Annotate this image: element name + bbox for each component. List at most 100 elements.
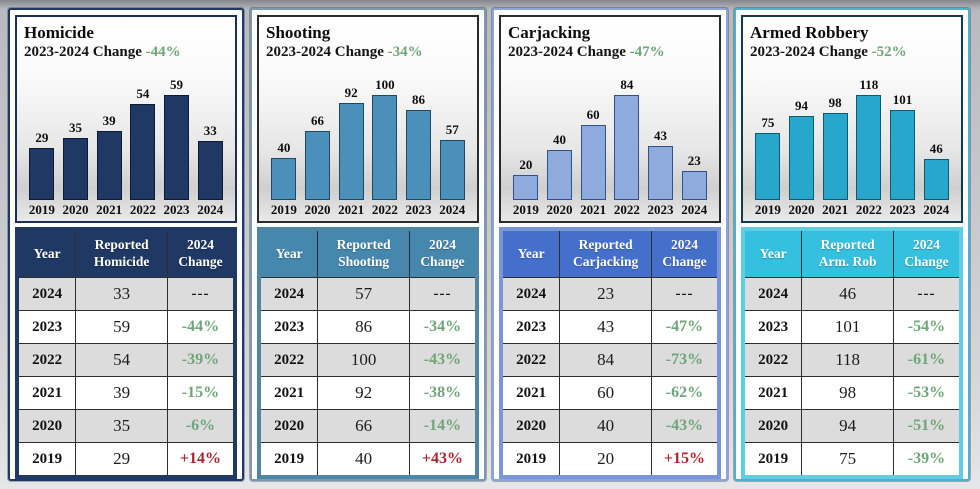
bar-value-label: 29: [35, 130, 49, 145]
armed-robbery-bar-chart: Armed Robbery 2023-2024 Change -52% 75 94…: [741, 15, 963, 223]
year-cell: 2021: [16, 376, 77, 410]
panel-shooting: Shooting 2023-2024 Change -34% 40 66 92 100…: [250, 8, 486, 481]
bar-column: 29: [25, 130, 59, 200]
change-cell: ---: [408, 277, 478, 311]
count-cell: 20: [559, 442, 652, 478]
bar-column: 57: [435, 122, 469, 200]
change-cell: +14%: [166, 442, 236, 478]
x-tick-label: 2021: [96, 202, 123, 217]
bars-area: 40 66 92 100 86 57: [266, 61, 470, 200]
table-header-row: Year Reported Shooting 2024 Change: [258, 228, 478, 278]
col-header-year: Year: [742, 228, 803, 278]
bar: [439, 140, 465, 200]
count-cell: 40: [317, 442, 410, 478]
bar-value-label: 92: [344, 85, 358, 100]
year-cell: 2022: [742, 343, 803, 377]
count-cell: 46: [801, 277, 894, 311]
change-cell: -47%: [650, 310, 720, 344]
panel-homicide: Homicide 2023-2024 Change -44% 29 35 39 54 5…: [8, 8, 244, 481]
bar: [271, 158, 297, 200]
change-cell: -6%: [166, 409, 236, 443]
count-cell: 92: [317, 376, 410, 410]
bar-value-label: 57: [445, 122, 459, 137]
bar-value-label: 54: [136, 86, 150, 101]
count-cell: 66: [317, 409, 410, 443]
col-header-reported: Reported Shooting: [317, 228, 410, 278]
table-row: 2019 29 +14%: [16, 442, 236, 478]
table-row: 2020 35 -6%: [16, 409, 236, 443]
change-cell: -73%: [650, 343, 720, 377]
table-row: 2022 84 -73%: [500, 343, 720, 377]
count-cell: 43: [559, 310, 652, 344]
bar-column: 59: [160, 77, 194, 200]
bar-value-label: 84: [620, 77, 634, 92]
table-row: 2021 98 -53%: [742, 376, 962, 410]
bar-value-label: 39: [102, 113, 116, 128]
chart-header: Carjacking 2023-2024 Change -47%: [508, 23, 712, 61]
col-header-year: Year: [16, 228, 77, 278]
col-header-change: 2024 Change: [650, 228, 720, 278]
chart-title: Carjacking: [508, 23, 591, 42]
x-tick-label: 2023: [405, 202, 432, 217]
bar-column: 84: [610, 77, 644, 200]
change-cell: -39%: [892, 442, 962, 478]
x-tick-label: 2024: [923, 202, 950, 217]
table-row: 2020 94 -51%: [742, 409, 962, 443]
bar: [789, 116, 814, 200]
bar-column: 98: [818, 95, 852, 200]
chart-header: Shooting 2023-2024 Change -34%: [266, 23, 470, 61]
bar: [755, 133, 781, 200]
change-cell: ---: [892, 277, 962, 311]
shooting-table: Year Reported Shooting 2024 Change 2024 5…: [257, 227, 479, 479]
count-cell: 33: [75, 277, 168, 311]
col-header-change: 2024 Change: [892, 228, 962, 278]
x-tick-label: 2020: [546, 202, 573, 217]
change-cell: ---: [650, 277, 720, 311]
bars-area: 75 94 98 118 101 46: [750, 61, 954, 200]
bar-column: 35: [59, 120, 93, 200]
bar-value-label: 118: [859, 77, 879, 92]
count-cell: 86: [317, 310, 410, 344]
bar-value-label: 94: [795, 98, 808, 113]
change-label: 2023-2024 Change: [24, 43, 142, 60]
x-tick-label: 2022: [129, 202, 156, 217]
bar-value-label: 75: [761, 115, 775, 130]
x-tick-label: 2022: [613, 202, 640, 217]
count-cell: 35: [75, 409, 168, 443]
bar-column: 40: [267, 140, 301, 200]
table-row: 2023 43 -47%: [500, 310, 720, 344]
bar-column: 86: [402, 92, 436, 200]
chart-change-line: 2023-2024 Change -47%: [508, 43, 712, 61]
table-row: 2024 23 ---: [500, 277, 720, 311]
change-cell: -14%: [408, 409, 478, 443]
year-cell: 2023: [258, 310, 319, 344]
table-row: 2024 33 ---: [16, 277, 236, 311]
table-row: 2019 40 +43%: [258, 442, 478, 478]
year-cell: 2023: [500, 310, 561, 344]
year-cell: 2024: [16, 277, 77, 311]
bar-column: 101: [886, 92, 920, 200]
table-row: 2023 101 -54%: [742, 310, 962, 344]
table-row: 2022 118 -61%: [742, 343, 962, 377]
bar: [614, 95, 640, 200]
table-row: 2022 100 -43%: [258, 343, 478, 377]
col-header-reported: Reported Arm. Rob: [801, 228, 894, 278]
bar: [681, 171, 707, 200]
change-label: 2023-2024 Change: [750, 43, 868, 60]
col-header-year: Year: [500, 228, 561, 278]
year-cell: 2020: [742, 409, 803, 443]
bars-area: 29 35 39 54 59 33: [24, 61, 228, 200]
year-cell: 2019: [500, 442, 561, 478]
bar-column: 40: [543, 132, 577, 200]
year-cell: 2021: [742, 376, 803, 410]
count-cell: 40: [559, 409, 652, 443]
x-tick-label: 2019: [270, 202, 297, 217]
table-row: 2021 92 -38%: [258, 376, 478, 410]
x-tick-label: 2024: [197, 202, 224, 217]
shooting-bar-chart: Shooting 2023-2024 Change -34% 40 66 92 100…: [257, 15, 479, 223]
table-row: 2024 57 ---: [258, 277, 478, 311]
panel-armed-robbery: Armed Robbery 2023-2024 Change -52% 75 94…: [734, 8, 970, 481]
bar: [130, 104, 156, 200]
x-tick-label: 2022: [371, 202, 398, 217]
